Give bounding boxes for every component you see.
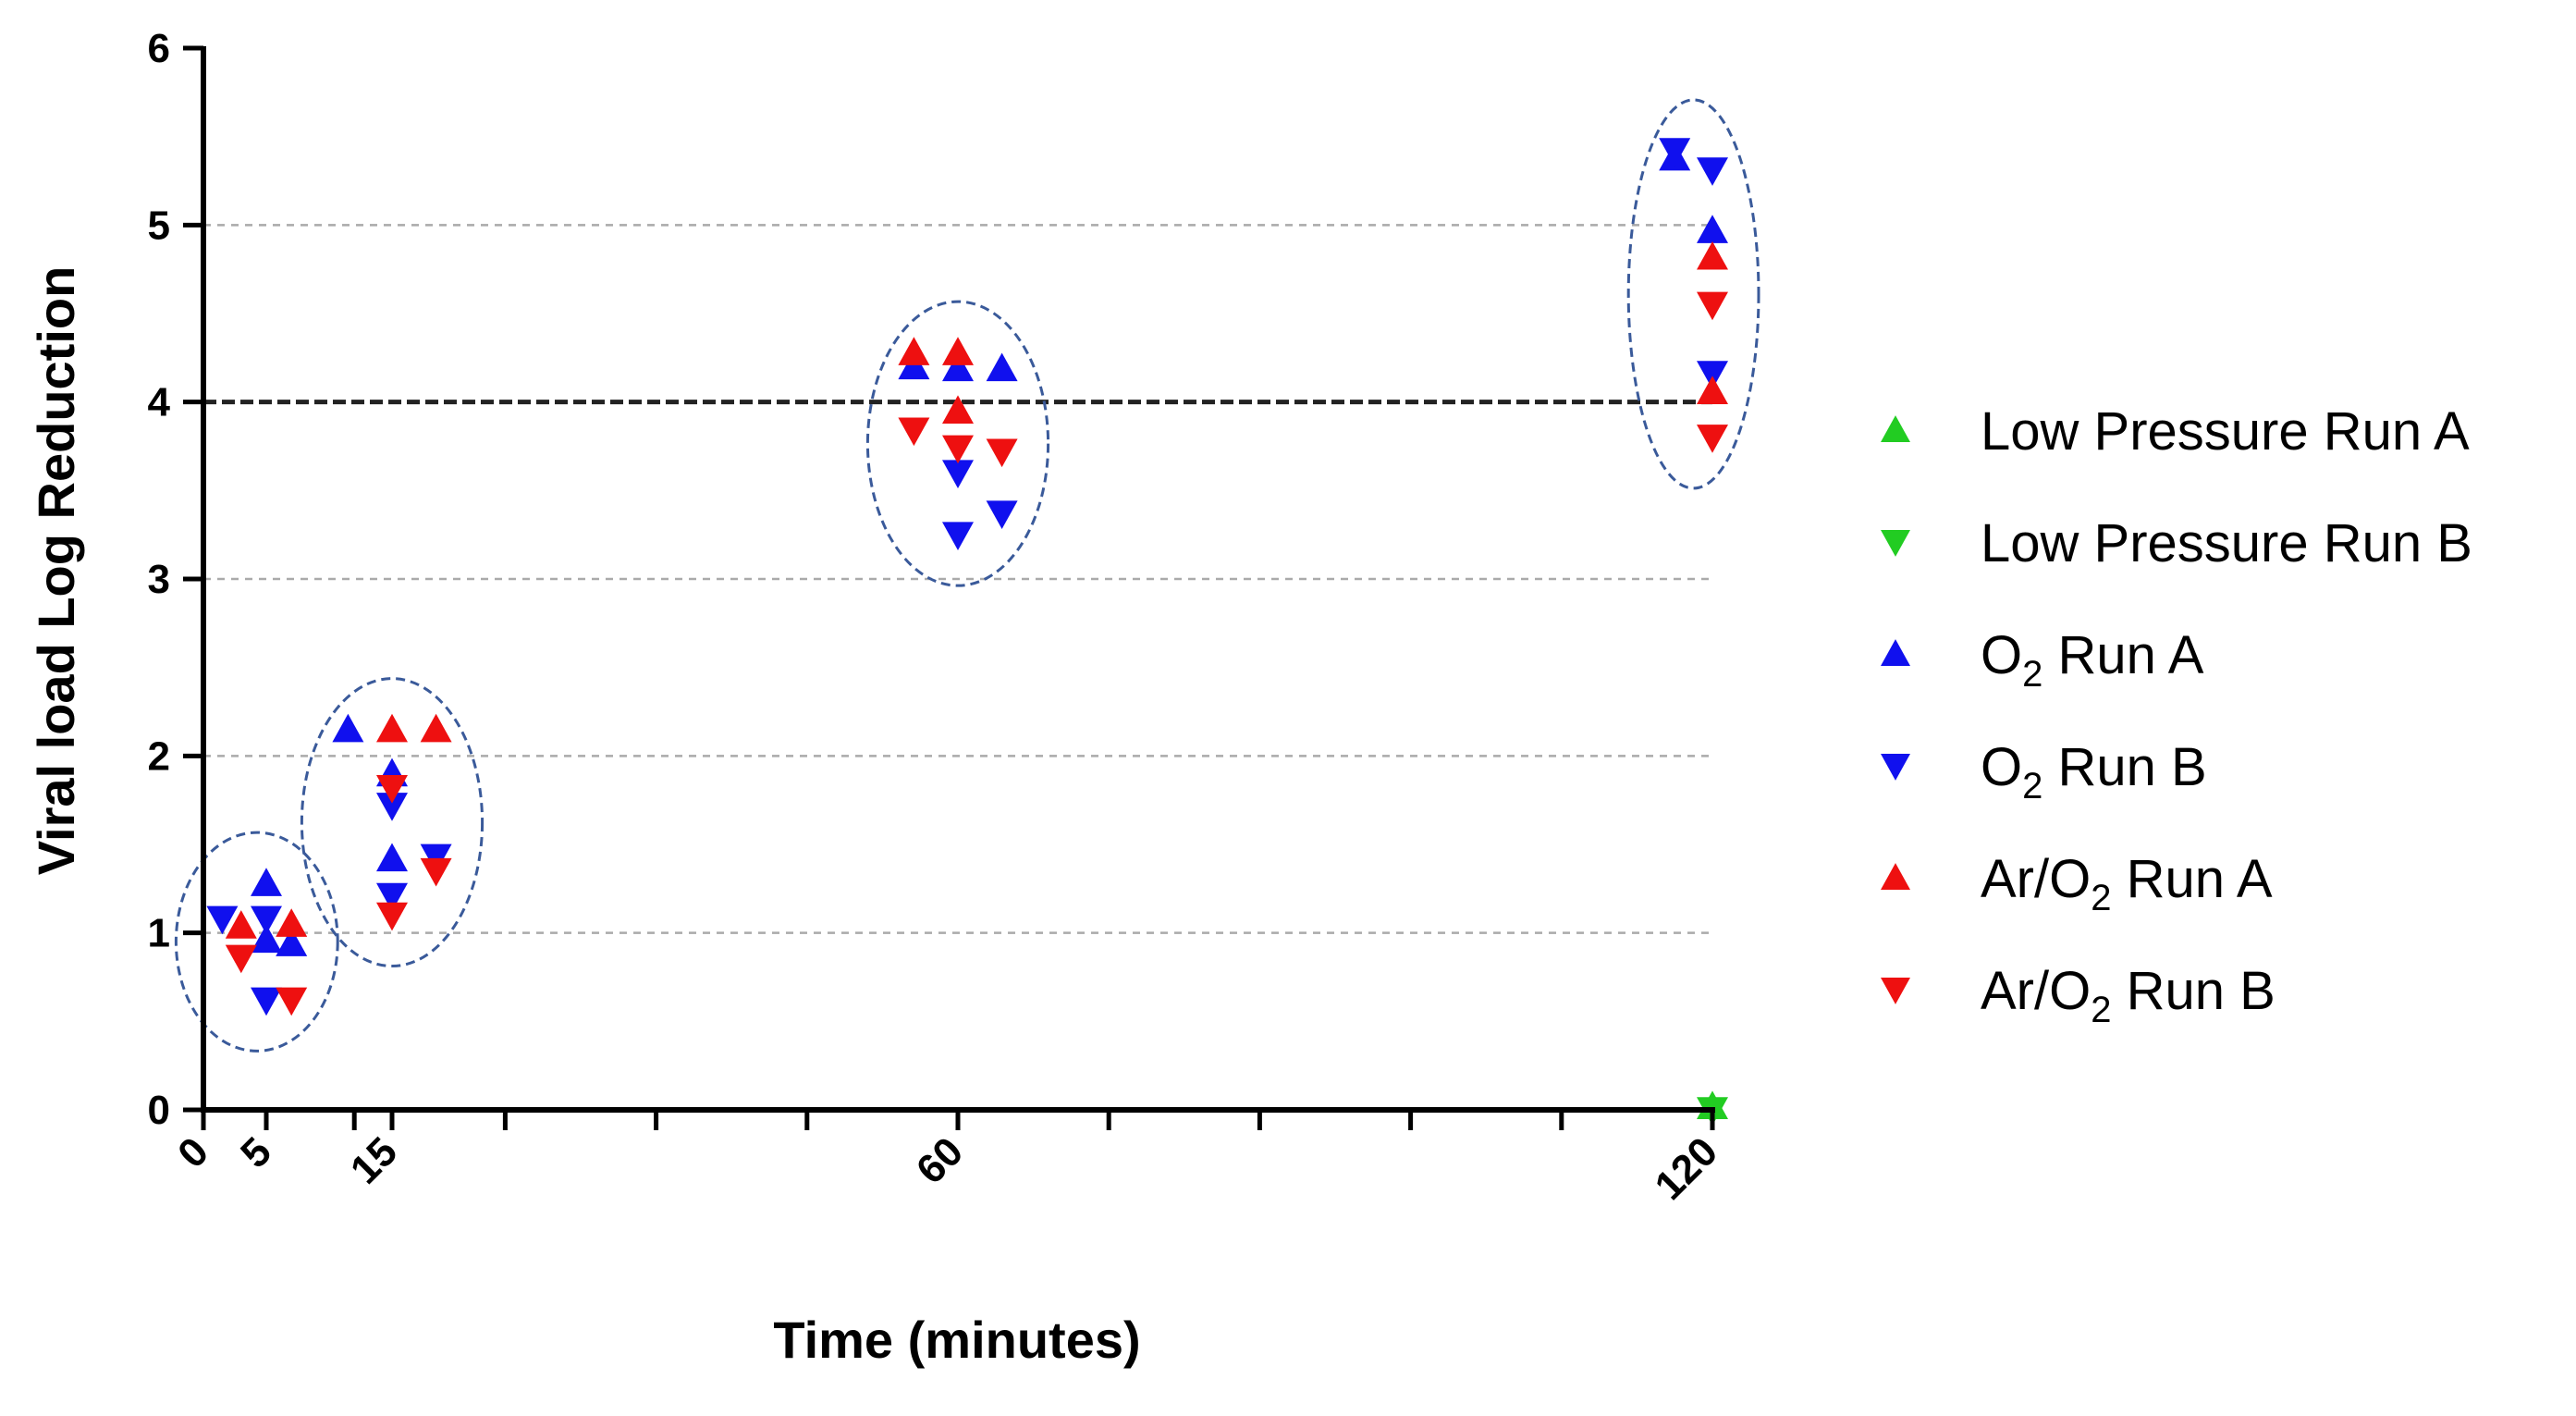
data-point (1697, 425, 1728, 453)
cluster-ellipse (865, 300, 1050, 587)
data-point (1697, 361, 1728, 389)
data-point (1697, 291, 1728, 321)
x-tick-label: 120 (1647, 1128, 1727, 1209)
data-point (942, 352, 974, 382)
legend-marker (1881, 530, 1910, 557)
data-point (376, 843, 408, 872)
legend-label-part: Ar/O (1981, 849, 2091, 909)
legend-marker (1881, 754, 1910, 781)
y-tick-label: 6 (148, 26, 170, 71)
legend-marker (1881, 639, 1910, 666)
data-point (376, 902, 408, 931)
data-point (942, 522, 974, 550)
data-points (206, 138, 1728, 1126)
data-point (942, 460, 974, 489)
data-point (942, 337, 974, 365)
data-point (1659, 138, 1691, 166)
legend-label: O2 Run B (1981, 737, 2207, 807)
data-point (986, 500, 1018, 530)
legend-label-part: 2 (2091, 878, 2111, 918)
y-tick-label: 3 (148, 557, 170, 602)
data-point (376, 775, 408, 804)
x-tick-labels: 0 5 15 60 120 (169, 1128, 1726, 1209)
legend-label-part: Ar/O (1981, 961, 2091, 1021)
x-axis-title: Time (minutes) (773, 1311, 1140, 1369)
data-point (251, 905, 282, 935)
x-tick-label: 0 (169, 1128, 217, 1176)
grid-lines (203, 224, 1712, 934)
legend-label: Low Pressure Run B (1981, 513, 2472, 573)
y-axis-title: Viral load Log Reduction (27, 266, 85, 876)
data-point (276, 908, 308, 937)
legend-label-part: 2 (2091, 990, 2111, 1030)
legend-label: Ar/O2 Run A (1981, 849, 2273, 918)
data-point (420, 843, 452, 873)
cluster-ellipse (1626, 98, 1760, 490)
axes (183, 45, 1715, 1130)
legend-label-part: O (1981, 737, 2022, 797)
legend-marker (1881, 863, 1910, 890)
data-point (332, 713, 364, 743)
data-point (1697, 376, 1728, 404)
data-point (225, 944, 257, 974)
data-point (276, 987, 308, 1016)
legend-label: Ar/O2 Run B (1981, 961, 2275, 1030)
legend-label-part: O (1981, 625, 2022, 685)
data-point (376, 793, 408, 821)
legend-label: O2 Run A (1981, 625, 2204, 695)
data-point (898, 337, 930, 365)
data-point (225, 910, 257, 939)
data-point (251, 868, 282, 896)
legend-label-part: Low Pressure Run B (1981, 513, 2472, 573)
legend-label: Low Pressure Run A (1981, 401, 2470, 462)
data-point (942, 395, 974, 425)
data-point (251, 924, 282, 954)
cluster-ellipse (174, 831, 339, 1053)
data-point (206, 905, 239, 935)
data-point (986, 352, 1018, 382)
cluster-ellipses (174, 98, 1760, 1053)
x-tick-label: 15 (342, 1128, 406, 1192)
legend-label-part: Low Pressure Run A (1981, 401, 2470, 462)
x-tick-label: 5 (232, 1128, 280, 1176)
data-point (420, 857, 452, 887)
legend-marker (1881, 978, 1910, 1004)
legend-label-part: Run B (2042, 737, 2206, 797)
y-tick-labels: 0 1 2 3 4 5 6 (148, 26, 171, 1133)
legend-label-part: Run A (2111, 849, 2272, 909)
legend-label-part: 2 (2022, 654, 2042, 695)
data-point (1697, 240, 1728, 270)
y-tick-label: 0 (148, 1088, 170, 1133)
y-tick-label: 4 (148, 380, 171, 425)
data-point (986, 438, 1018, 468)
data-point (251, 987, 282, 1016)
data-point (942, 435, 974, 464)
data-point (898, 417, 930, 447)
legend-marker (1881, 415, 1910, 442)
y-tick-label: 5 (148, 203, 170, 248)
data-point (898, 351, 930, 380)
data-point (420, 713, 452, 743)
data-point (1697, 215, 1728, 243)
x-tick-label: 60 (908, 1128, 972, 1192)
y-tick-label: 2 (148, 733, 170, 779)
y-tick-label: 1 (148, 911, 170, 956)
data-point (376, 882, 408, 912)
legend-label-part: 2 (2022, 766, 2042, 807)
data-point (376, 713, 408, 743)
cluster-ellipse (300, 677, 485, 968)
legend-label-part: Run B (2111, 961, 2275, 1021)
data-point (276, 928, 308, 956)
data-point (1697, 157, 1728, 186)
legend-label-part: Run A (2042, 625, 2203, 685)
